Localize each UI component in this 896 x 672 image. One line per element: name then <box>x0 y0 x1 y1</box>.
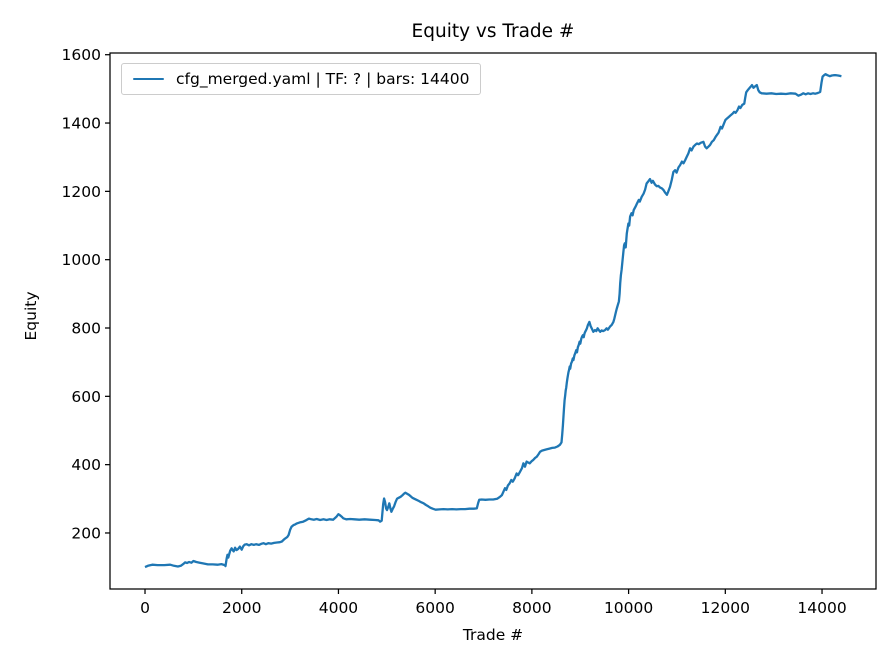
x-tick-label: 4000 <box>319 599 358 617</box>
y-tick-label: 600 <box>71 388 101 406</box>
plot-area-spines <box>109 52 877 590</box>
y-tick-label: 400 <box>71 456 101 474</box>
y-axis-label: Equity <box>22 291 40 341</box>
x-tick-label: 8000 <box>512 599 551 617</box>
y-tick-label: 1600 <box>62 46 101 64</box>
y-tick-label: 1000 <box>62 251 101 269</box>
x-tick-label: 0 <box>140 599 150 617</box>
legend-line-sample-icon <box>133 77 164 81</box>
x-tick-label: 2000 <box>222 599 261 617</box>
y-tick-label: 800 <box>71 320 101 338</box>
x-axis-label: Trade # <box>462 626 524 644</box>
x-tick-label: 10000 <box>604 599 653 617</box>
x-tick-label: 6000 <box>415 599 454 617</box>
x-tick-label: 12000 <box>701 599 750 617</box>
legend-box: cfg_merged.yaml | TF: ? | bars: 14400 <box>121 63 482 95</box>
x-tick-label: 14000 <box>797 599 846 617</box>
y-tick-label: 1200 <box>62 183 101 201</box>
chart-title: Equity vs Trade # <box>411 21 575 42</box>
y-tick-label: 1400 <box>62 115 101 133</box>
y-tick-label: 200 <box>71 524 101 542</box>
legend-entry-label: cfg_merged.yaml | TF: ? | bars: 14400 <box>176 70 470 88</box>
equity-series-line <box>144 73 842 569</box>
